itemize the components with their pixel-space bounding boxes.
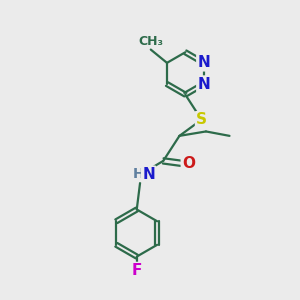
Text: N: N [197,76,210,92]
Text: S: S [196,112,207,127]
Text: CH₃: CH₃ [138,35,163,48]
Text: N: N [197,55,210,70]
Text: O: O [182,156,195,171]
Text: N: N [142,167,155,182]
Text: H: H [132,167,144,181]
Text: F: F [132,263,142,278]
